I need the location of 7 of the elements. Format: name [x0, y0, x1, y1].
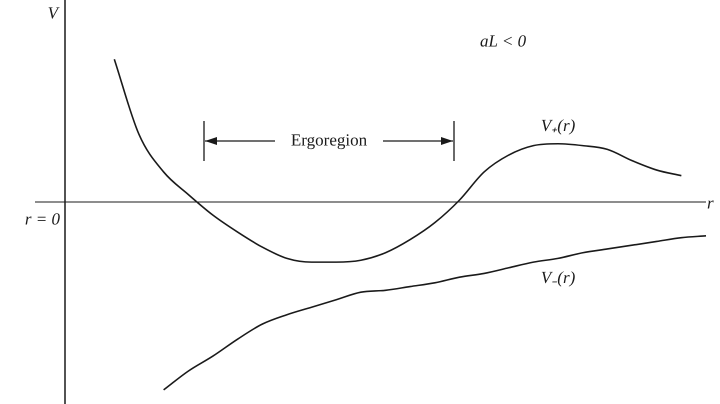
text: aL < 0	[480, 31, 527, 50]
annotation: Ergoregion	[290, 130, 368, 150]
annotation: r = 0	[24, 209, 60, 228]
series-label: V₊(r)	[540, 116, 576, 136]
y-axis-title: V	[48, 3, 61, 22]
series-label: V₋(r)	[540, 268, 576, 287]
x-axis-title: r	[707, 193, 714, 212]
